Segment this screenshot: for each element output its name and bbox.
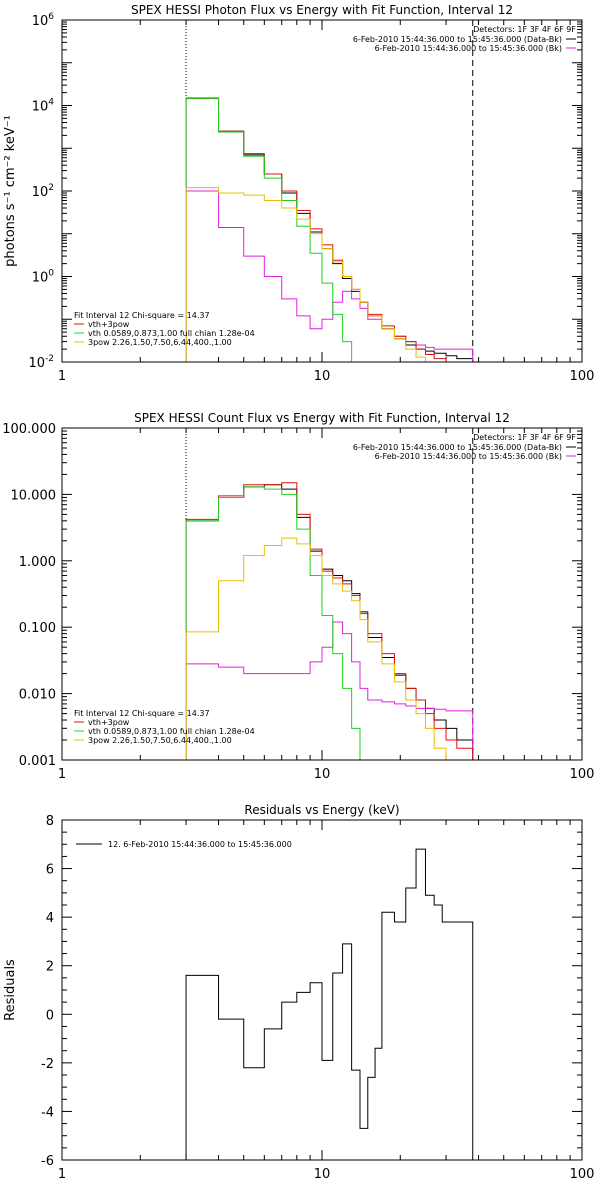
fit-legend-title: Fit Interval 12 Chi-square = 14.37	[74, 709, 210, 718]
header-legend-label: 6-Feb-2010 15:44:36.000 to 15:45:36.000 …	[353, 35, 562, 44]
y-tick-exponent: -2	[45, 354, 54, 364]
chart-title: SPEX HESSI Photon Flux vs Energy with Fi…	[131, 3, 513, 17]
series-3pow	[185, 187, 426, 362]
chart-panel-3: Residuals vs Energy (keV) 1 10 100 -6 -4 -2 0 2 4…	[3, 803, 594, 1182]
series-group	[185, 97, 474, 362]
y-tick-label: 100	[32, 269, 55, 286]
x-tick-label: 10	[314, 369, 331, 384]
y-tick-base: 10	[28, 356, 45, 371]
y-tick-label: 0.010	[19, 688, 56, 703]
y-tick-label: 106	[32, 12, 55, 29]
series-vth	[185, 486, 361, 760]
series-vth	[185, 98, 353, 362]
x-tick-label: 10	[314, 1167, 331, 1182]
plot-frame	[61, 819, 583, 1161]
y-tick-exponent: 2	[48, 183, 54, 193]
y-tick-label: 1.000	[19, 555, 56, 570]
chart-title: Residuals vs Energy (keV)	[244, 803, 399, 817]
chart-title: SPEX HESSI Count Flux vs Energy with Fit…	[134, 411, 510, 425]
chart-panel-1: SPEX HESSI Photon Flux vs Energy with Fi…	[3, 3, 594, 384]
series-bk	[185, 621, 474, 760]
y-tick-label: 0	[46, 1008, 54, 1023]
y-tick-label: 10-2	[28, 354, 54, 371]
y-tick-label: 102	[32, 183, 54, 200]
y-tick-base: 10	[32, 271, 49, 286]
y-tick-base: 10	[32, 14, 49, 29]
y-tick-label: 4	[46, 911, 54, 926]
chart-panel-2: SPEX HESSI Count Flux vs Energy with Fit…	[2, 411, 594, 782]
fit-legend-title: Fit Interval 12 Chi-square = 14.37	[74, 311, 210, 320]
x-tick-label: 10	[314, 767, 331, 782]
y-tick-label: 104	[32, 98, 55, 115]
x-tick-label: 100	[570, 1167, 595, 1182]
header-legend-label: 6-Feb-2010 15:44:36.000 to 15:45:36.000 …	[375, 44, 562, 53]
y-tick-label: 2	[46, 960, 54, 975]
fit-legend-label: vth 0.0589,0.873,1.00 full chian 1.28e-0…	[88, 329, 255, 338]
residual-legend-label: 12. 6-Feb-2010 15:44:36.000 to 15:45:36.…	[108, 840, 292, 849]
detectors-label: Detectors: 1F 3F 4F 6F 9F	[473, 25, 576, 34]
y-tick-label: 0.001	[19, 754, 56, 769]
y-tick-base: 10	[32, 185, 49, 200]
series-12	[185, 848, 474, 1160]
detectors-label: Detectors: 1F 3F 4F 6F 9F	[473, 433, 576, 442]
y-tick-label: 10.000	[11, 488, 57, 503]
y-tick-label: -4	[41, 1105, 54, 1120]
series-bk	[185, 190, 474, 362]
y-tick-exponent: 4	[48, 98, 54, 108]
header-legend-label: 6-Feb-2010 15:44:36.000 to 15:45:36.000 …	[353, 443, 562, 452]
y-tick-label: 0.100	[19, 621, 56, 636]
fit-legend-label: vth+3pow	[88, 320, 130, 329]
y-tick-label: 6	[46, 863, 54, 878]
fit-legend-label: vth 0.0589,0.873,1.00 full chian 1.28e-0…	[88, 727, 255, 736]
y-tick-exponent: 0	[48, 269, 54, 279]
series-3pow	[185, 537, 447, 760]
plot-frame	[61, 427, 583, 761]
x-tick-label: 1	[58, 369, 66, 384]
y-tick-label: -2	[41, 1057, 54, 1072]
series-group	[185, 482, 474, 760]
series-vth-3pow	[185, 482, 474, 760]
fit-legend-label: 3pow 2.26,1.50,7.50,6.44,400.,1.00	[88, 338, 232, 347]
y-tick-exponent: 6	[48, 12, 54, 22]
y-tick-base: 10	[32, 100, 49, 115]
y-axis-label: Residuals	[3, 959, 18, 1021]
plot-frame	[61, 19, 583, 363]
header-legend-label: 6-Feb-2010 15:44:36.000 to 15:45:36.000 …	[375, 452, 562, 461]
y-axis-label: photons s⁻¹ cm⁻² keV⁻¹	[3, 115, 18, 267]
y-tick-label: 8	[46, 814, 54, 829]
y-tick-label: -6	[41, 1154, 54, 1169]
fit-legend-label: 3pow 2.26,1.50,7.50,6.44,400.,1.00	[88, 736, 232, 745]
x-tick-label: 1	[58, 1167, 66, 1182]
x-tick-label: 100	[570, 369, 595, 384]
series-group	[185, 848, 474, 1160]
fit-legend-label: vth+3pow	[88, 718, 130, 727]
x-tick-label: 1	[58, 767, 66, 782]
x-tick-label: 100	[570, 767, 595, 782]
y-tick-label: 100.000	[2, 422, 56, 437]
